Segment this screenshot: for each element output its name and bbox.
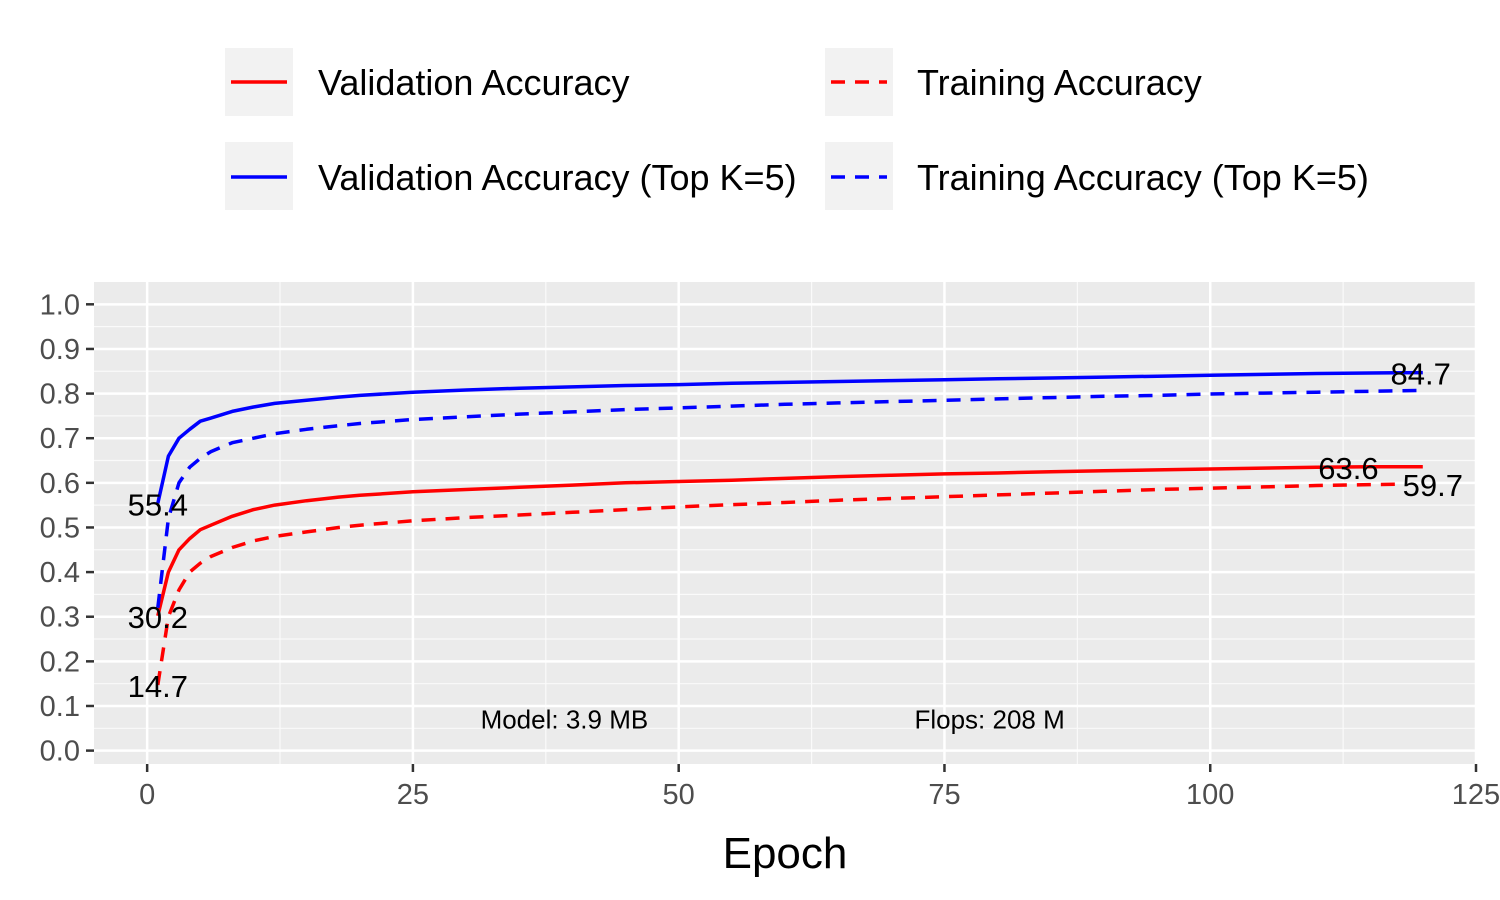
data-label: 55.4 — [128, 487, 188, 522]
x-axis-title: Epoch — [723, 829, 848, 878]
y-tick-label: 0.9 — [40, 334, 80, 366]
x-tick-label: 0 — [139, 779, 155, 811]
x-tick-label: 25 — [397, 779, 429, 811]
y-tick-label: 0.1 — [40, 691, 80, 723]
y-tick-label: 0.3 — [40, 602, 80, 634]
y-axis: 0.0 0.1 0.2 0.3 0.4 0.5 0.6 0.7 0.8 0.9 1.0 — [40, 289, 94, 768]
legend-item-training-accuracy: Training Accuracy — [825, 48, 1202, 116]
y-tick-label: 0.2 — [40, 646, 80, 678]
annotations: Model: 3.9 MB Flops: 208 M — [481, 704, 1065, 734]
series-line-training-accuracy-top-k-5 — [156, 388, 1423, 609]
legend-item-validation-accuracy: Validation Accuracy — [225, 48, 630, 116]
grid-major — [94, 282, 1478, 764]
data-label: 84.7 — [1391, 357, 1451, 392]
x-axis: 0 25 50 75 100 125 — [139, 764, 1500, 811]
data-label: 63.6 — [1318, 451, 1378, 486]
data-label: 30.2 — [128, 600, 188, 635]
annotation: Model: 3.9 MB — [481, 704, 649, 734]
legend-label: Training Accuracy (Top K=5) — [917, 157, 1369, 198]
y-tick-label: 0.6 — [40, 468, 80, 500]
y-tick-label: 1.0 — [40, 289, 80, 321]
annotation: Flops: 208 M — [914, 704, 1064, 734]
x-tick-label: 50 — [663, 779, 695, 811]
plot-panel — [94, 282, 1476, 764]
y-tick-label: 0.0 — [40, 736, 80, 768]
data-label: 14.7 — [128, 669, 188, 704]
grid-minor — [94, 282, 1476, 764]
x-tick-label: 75 — [928, 779, 960, 811]
y-tick-label: 0.7 — [40, 423, 80, 455]
legend-item-training-accuracy-top5: Training Accuracy (Top K=5) — [825, 142, 1369, 210]
y-tick-label: 0.5 — [40, 512, 80, 544]
x-tick-label: 125 — [1452, 779, 1500, 811]
series-line-validation-accuracy — [156, 465, 1423, 617]
y-tick-label: 0.4 — [40, 557, 80, 589]
legend: Validation Accuracy Training Accuracy Va… — [225, 48, 1369, 210]
legend-item-validation-accuracy-top5: Validation Accuracy (Top K=5) — [225, 142, 797, 210]
data-label: 59.7 — [1403, 468, 1463, 503]
legend-label: Validation Accuracy — [318, 62, 630, 103]
series-line-validation-accuracy-top-k-5 — [156, 370, 1423, 504]
series-layer — [156, 370, 1423, 686]
data-labels: 55.4 30.2 14.7 84.7 63.6 59.7 — [128, 357, 1463, 704]
y-tick-label: 0.8 — [40, 379, 80, 411]
legend-label: Training Accuracy — [917, 62, 1202, 103]
x-tick-label: 100 — [1186, 779, 1234, 811]
series-line-training-accuracy — [156, 482, 1402, 686]
legend-label: Validation Accuracy (Top K=5) — [318, 157, 797, 198]
